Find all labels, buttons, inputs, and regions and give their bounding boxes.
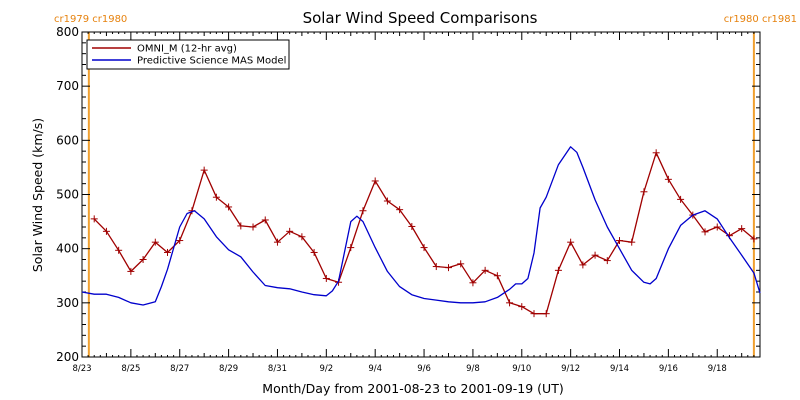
legend-entry: OMNI_M (12-hr avg) bbox=[137, 44, 237, 55]
data-point bbox=[396, 206, 404, 214]
data-point bbox=[506, 299, 514, 307]
data-point bbox=[554, 266, 562, 274]
data-point bbox=[493, 272, 501, 280]
data-point bbox=[591, 251, 599, 259]
x-tick-label: 9/12 bbox=[561, 364, 580, 374]
data-point bbox=[115, 246, 123, 254]
y-axis-label: Solar Wind Speed (km/s) bbox=[30, 118, 45, 272]
data-point bbox=[677, 195, 685, 203]
y-tick-label: 600 bbox=[56, 133, 79, 147]
series-line-mas bbox=[81, 146, 761, 306]
data-point bbox=[164, 248, 172, 256]
data-point bbox=[469, 279, 477, 287]
x-tick-label: 9/18 bbox=[708, 364, 727, 374]
data-point bbox=[151, 238, 159, 246]
legend: OMNI_M (12-hr avg)Predictive Science MAS… bbox=[86, 39, 290, 70]
data-point bbox=[322, 274, 330, 282]
data-point bbox=[518, 303, 526, 311]
y-tick-label: 400 bbox=[56, 242, 79, 256]
data-point bbox=[628, 238, 636, 246]
data-point bbox=[249, 223, 257, 231]
x-tick-label: 9/4 bbox=[368, 364, 382, 374]
data-point bbox=[713, 223, 721, 231]
data-point bbox=[127, 267, 135, 275]
x-tick-label: 8/23 bbox=[72, 364, 91, 374]
series-line-omni bbox=[93, 152, 755, 315]
data-point bbox=[286, 227, 294, 235]
data-point bbox=[176, 237, 184, 245]
data-point bbox=[310, 248, 318, 256]
x-tick-label: 9/10 bbox=[512, 364, 531, 374]
data-point bbox=[542, 310, 550, 318]
x-tick-label: 9/2 bbox=[319, 364, 333, 374]
data-point bbox=[139, 256, 147, 263]
data-point bbox=[225, 203, 233, 211]
data-point bbox=[298, 233, 306, 241]
x-tick-label: 8/27 bbox=[170, 364, 189, 374]
x-tick-label: 8/25 bbox=[121, 364, 140, 374]
data-point bbox=[237, 222, 245, 230]
data-point bbox=[567, 238, 575, 246]
y-tick-label: 800 bbox=[56, 25, 79, 39]
y-tick-label: 200 bbox=[56, 350, 79, 364]
data-point bbox=[102, 227, 110, 235]
data-point bbox=[383, 197, 391, 205]
data-point bbox=[579, 261, 587, 269]
data-point bbox=[457, 260, 465, 268]
data-point bbox=[530, 310, 538, 318]
x-tick-label: 9/14 bbox=[610, 364, 629, 374]
x-tick-label: 9/6 bbox=[417, 364, 431, 374]
data-point bbox=[701, 228, 709, 236]
x-tick-label: 9/16 bbox=[659, 364, 678, 374]
data-point bbox=[652, 149, 660, 157]
data-point bbox=[408, 222, 416, 230]
y-tick-label: 700 bbox=[56, 79, 79, 93]
data-point bbox=[750, 235, 758, 243]
legend-entry: Predictive Science MAS Model bbox=[137, 56, 286, 67]
data-point bbox=[616, 237, 624, 245]
data-point bbox=[738, 225, 746, 233]
x-tick-label: 8/31 bbox=[268, 364, 287, 374]
y-tick-label: 300 bbox=[56, 296, 79, 310]
data-point bbox=[347, 244, 355, 252]
data-point bbox=[261, 216, 269, 224]
data-point bbox=[432, 263, 440, 271]
data-point bbox=[664, 175, 672, 183]
x-axis-label: Month/Day from 2001-08-23 to 2001-09-19 … bbox=[262, 381, 563, 396]
legend-box bbox=[86, 39, 290, 70]
carrington-marker-label: cr1980 cr1981 bbox=[724, 14, 797, 25]
data-point bbox=[200, 166, 208, 174]
chart-title: Solar Wind Speed Comparisons bbox=[303, 9, 538, 27]
plot-frame bbox=[81, 31, 761, 358]
x-tick-label: 9/8 bbox=[466, 364, 480, 374]
data-point bbox=[603, 257, 611, 265]
data-point bbox=[212, 193, 220, 201]
data-point bbox=[90, 215, 98, 223]
axes: 200 300 400 500 600 700 800 8/23 8/25 8/27 8/29 8/3… bbox=[56, 25, 761, 374]
data-point bbox=[371, 177, 379, 185]
carrington-marker-label: cr1979 cr1980 bbox=[54, 14, 127, 25]
data-point bbox=[640, 188, 648, 196]
data-point bbox=[481, 266, 489, 274]
data-point bbox=[359, 207, 367, 215]
series bbox=[81, 146, 761, 318]
data-point bbox=[273, 238, 281, 246]
data-point bbox=[444, 264, 452, 272]
data-point bbox=[420, 244, 428, 252]
x-tick-label: 8/29 bbox=[219, 364, 238, 374]
y-tick-label: 500 bbox=[56, 188, 79, 202]
